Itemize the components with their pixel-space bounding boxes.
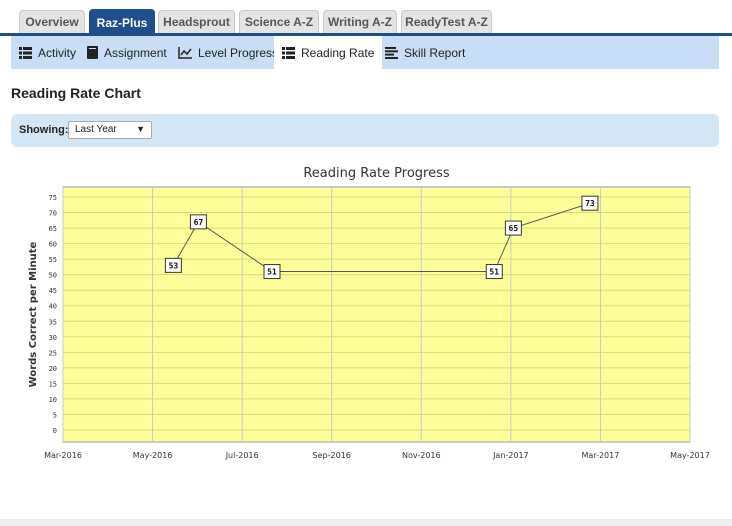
x-tick-label: Jul-2016 [225,451,259,460]
tab-readytest-az[interactable]: ReadyTest A-Z [401,10,492,33]
y-tick-label: 0 [53,427,57,435]
reading-rate-chart: Reading Rate Progress 0 5 10 15 20 25 30 35 40 45 5… [0,155,732,475]
y-tick-label: 25 [49,349,57,357]
data-label: 67 [194,218,204,227]
y-tick-label: 30 [49,334,57,342]
subnav-skill-report-label: Skill Report [404,45,466,60]
x-tick-label: Mar-2017 [582,451,620,460]
time-range-select[interactable]: Last Year ▼ [68,121,152,139]
y-axis-label: Words Correct per Minute [28,241,39,387]
subnav-skill-report[interactable]: Skill Report [377,36,473,69]
filter-bar: Showing: Last Year ▼ [11,114,719,147]
tab-science-az[interactable]: Science A-Z [239,10,319,33]
list-icon [19,46,32,59]
y-tick-label: 60 [49,241,57,249]
x-tick-label: Nov-2016 [402,451,441,460]
text-lines-icon [385,46,398,59]
x-tick-label: May-2017 [670,451,710,460]
data-point-box [485,264,503,280]
data-label: 73 [585,199,595,208]
showing-label: Showing: [19,124,69,136]
subnav-activity[interactable]: Activity [11,36,84,69]
time-range-value: Last Year [75,124,117,135]
data-label: 51 [267,268,277,277]
y-tick-label: 50 [49,272,57,280]
x-tick-label: Sep-2016 [313,451,351,460]
y-tick-label: 70 [49,210,57,218]
y-tick-label: 5 [53,411,57,419]
y-tick-label: 15 [49,380,57,388]
y-tick-label: 45 [49,287,57,295]
footer-strip [0,519,732,526]
subnav-assignment-label: Assignment [104,45,167,60]
subnav-assignment[interactable]: Assignment [79,36,175,69]
data-label: 65 [509,224,519,233]
x-tick-label: Jan-2017 [492,451,529,460]
report-subnav: Activity Assignment Level Progress Readi… [11,36,719,69]
data-point-box [504,220,522,236]
chart-canvas: Reading Rate Progress 0 5 10 15 20 25 30 35 40 45 5… [28,166,710,460]
data-point-box [189,214,207,230]
data-point-box [263,264,281,280]
y-tick-label: 40 [49,303,57,311]
y-tick-label: 10 [49,396,57,404]
subnav-reading-rate-label: Reading Rate [301,45,375,60]
y-tick-label: 20 [49,365,57,373]
plot-area [62,186,691,443]
page-title: Reading Rate Chart [11,85,141,101]
data-label: 53 [169,261,179,270]
y-tick-label: 75 [49,194,57,202]
tab-headsprout[interactable]: Headsprout [158,10,235,33]
y-tick-label: 55 [49,256,57,264]
product-tabs: Overview Raz-Plus Headsprout Science A-Z… [0,0,732,36]
subnav-activity-label: Activity [38,45,77,60]
book-icon [87,46,98,59]
tab-raz-plus[interactable]: Raz-Plus [89,9,155,35]
tab-overview[interactable]: Overview [19,10,85,33]
x-tick-label: May-2016 [133,451,173,460]
list-icon [282,46,295,59]
y-tick-label: 65 [49,225,57,233]
chart-title: Reading Rate Progress [303,166,450,181]
data-point-box [581,195,599,211]
subnav-reading-rate[interactable]: Reading Rate [274,36,383,69]
subnav-level-progress-label: Level Progress [198,45,279,60]
line-chart-icon [178,46,192,59]
x-tick-label: Mar-2016 [44,451,82,460]
data-point-box [164,257,182,273]
subnav-level-progress[interactable]: Level Progress [170,36,286,69]
y-tick-label: 35 [49,318,57,326]
data-label: 51 [489,268,499,277]
tab-writing-az[interactable]: Writing A-Z [323,10,397,33]
dropdown-arrow-icon: ▼ [136,124,145,134]
